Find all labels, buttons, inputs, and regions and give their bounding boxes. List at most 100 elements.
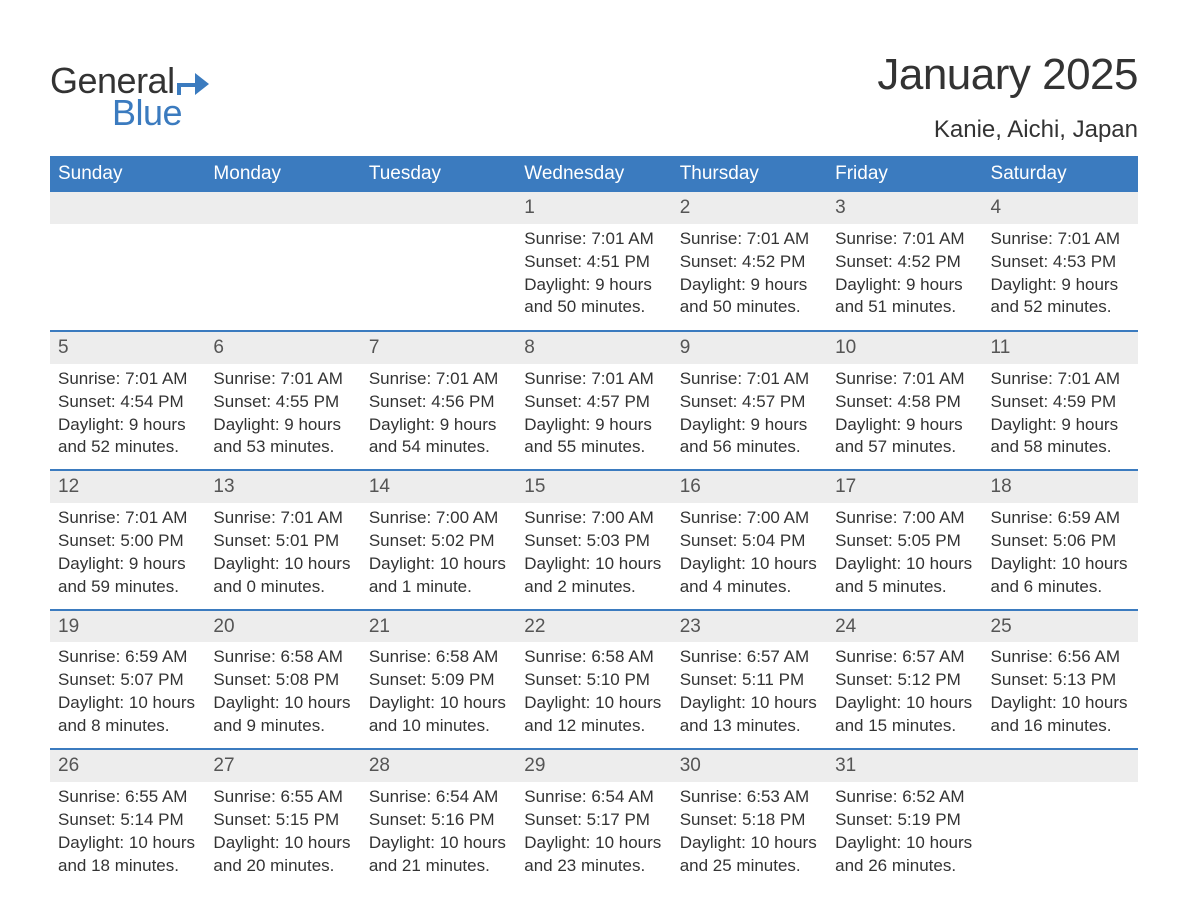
sunrise: Sunrise: 7:01 AM bbox=[835, 368, 974, 391]
calendar-cell: 12Sunrise: 7:01 AMSunset: 5:00 PMDayligh… bbox=[50, 471, 205, 608]
weekday-header: Friday bbox=[827, 156, 982, 192]
flag-icon bbox=[177, 73, 209, 95]
daylight-line2: and 25 minutes. bbox=[680, 855, 819, 878]
daylight-line2: and 54 minutes. bbox=[369, 436, 508, 459]
calendar-cell: 17Sunrise: 7:00 AMSunset: 5:05 PMDayligh… bbox=[827, 471, 982, 608]
sunset: Sunset: 5:07 PM bbox=[58, 669, 197, 692]
calendar-cell: 16Sunrise: 7:00 AMSunset: 5:04 PMDayligh… bbox=[672, 471, 827, 608]
logo-blue-text: Blue bbox=[112, 92, 209, 134]
daylight-line1: Daylight: 9 hours bbox=[524, 274, 663, 297]
day-number: 9 bbox=[672, 332, 827, 364]
day-number bbox=[50, 192, 205, 224]
daylight-line1: Daylight: 10 hours bbox=[991, 692, 1130, 715]
day-number: 15 bbox=[516, 471, 671, 503]
calendar-cell: 2Sunrise: 7:01 AMSunset: 4:52 PMDaylight… bbox=[672, 192, 827, 330]
sunrise: Sunrise: 7:00 AM bbox=[524, 507, 663, 530]
sunrise: Sunrise: 7:01 AM bbox=[835, 228, 974, 251]
day-number: 4 bbox=[983, 192, 1138, 224]
daylight-line2: and 1 minute. bbox=[369, 576, 508, 599]
daylight-line1: Daylight: 10 hours bbox=[213, 692, 352, 715]
day-number: 14 bbox=[361, 471, 516, 503]
day-number: 24 bbox=[827, 611, 982, 643]
daylight-line2: and 10 minutes. bbox=[369, 715, 508, 738]
daylight-line1: Daylight: 9 hours bbox=[835, 274, 974, 297]
calendar-week: 26Sunrise: 6:55 AMSunset: 5:14 PMDayligh… bbox=[50, 748, 1138, 887]
sunrise: Sunrise: 6:58 AM bbox=[369, 646, 508, 669]
sunrise: Sunrise: 6:52 AM bbox=[835, 786, 974, 809]
daylight-line2: and 57 minutes. bbox=[835, 436, 974, 459]
daylight-line2: and 50 minutes. bbox=[524, 296, 663, 319]
daylight-line1: Daylight: 9 hours bbox=[213, 414, 352, 437]
calendar-cell bbox=[205, 192, 360, 330]
daylight-line1: Daylight: 9 hours bbox=[58, 414, 197, 437]
day-number: 18 bbox=[983, 471, 1138, 503]
calendar-cell: 30Sunrise: 6:53 AMSunset: 5:18 PMDayligh… bbox=[672, 750, 827, 887]
sunrise: Sunrise: 7:00 AM bbox=[680, 507, 819, 530]
calendar-cell: 14Sunrise: 7:00 AMSunset: 5:02 PMDayligh… bbox=[361, 471, 516, 608]
calendar-cell: 6Sunrise: 7:01 AMSunset: 4:55 PMDaylight… bbox=[205, 332, 360, 469]
calendar-cell: 26Sunrise: 6:55 AMSunset: 5:14 PMDayligh… bbox=[50, 750, 205, 887]
daylight-line2: and 9 minutes. bbox=[213, 715, 352, 738]
calendar-cell: 25Sunrise: 6:56 AMSunset: 5:13 PMDayligh… bbox=[983, 611, 1138, 748]
sunset: Sunset: 4:56 PM bbox=[369, 391, 508, 414]
day-number: 17 bbox=[827, 471, 982, 503]
daylight-line2: and 2 minutes. bbox=[524, 576, 663, 599]
day-number: 2 bbox=[672, 192, 827, 224]
weekday-header: Wednesday bbox=[516, 156, 671, 192]
sunset: Sunset: 5:00 PM bbox=[58, 530, 197, 553]
day-number: 1 bbox=[516, 192, 671, 224]
sunrise: Sunrise: 6:54 AM bbox=[524, 786, 663, 809]
day-number: 20 bbox=[205, 611, 360, 643]
daylight-line1: Daylight: 10 hours bbox=[369, 692, 508, 715]
sunrise: Sunrise: 6:55 AM bbox=[58, 786, 197, 809]
calendar-cell: 24Sunrise: 6:57 AMSunset: 5:12 PMDayligh… bbox=[827, 611, 982, 748]
sunset: Sunset: 5:12 PM bbox=[835, 669, 974, 692]
sunset: Sunset: 4:55 PM bbox=[213, 391, 352, 414]
day-number: 16 bbox=[672, 471, 827, 503]
day-number: 27 bbox=[205, 750, 360, 782]
sunset: Sunset: 5:13 PM bbox=[991, 669, 1130, 692]
calendar-cell: 9Sunrise: 7:01 AMSunset: 4:57 PMDaylight… bbox=[672, 332, 827, 469]
calendar-cell: 19Sunrise: 6:59 AMSunset: 5:07 PMDayligh… bbox=[50, 611, 205, 748]
sunrise: Sunrise: 7:00 AM bbox=[835, 507, 974, 530]
daylight-line1: Daylight: 10 hours bbox=[835, 553, 974, 576]
day-number bbox=[205, 192, 360, 224]
day-number bbox=[361, 192, 516, 224]
daylight-line2: and 53 minutes. bbox=[213, 436, 352, 459]
sunset: Sunset: 4:59 PM bbox=[991, 391, 1130, 414]
daylight-line2: and 50 minutes. bbox=[680, 296, 819, 319]
sunrise: Sunrise: 6:55 AM bbox=[213, 786, 352, 809]
daylight-line1: Daylight: 10 hours bbox=[369, 832, 508, 855]
sunrise: Sunrise: 6:59 AM bbox=[991, 507, 1130, 530]
sunrise: Sunrise: 6:53 AM bbox=[680, 786, 819, 809]
sunrise: Sunrise: 7:00 AM bbox=[369, 507, 508, 530]
daylight-line1: Daylight: 10 hours bbox=[524, 692, 663, 715]
daylight-line1: Daylight: 10 hours bbox=[524, 832, 663, 855]
calendar-cell: 21Sunrise: 6:58 AMSunset: 5:09 PMDayligh… bbox=[361, 611, 516, 748]
daylight-line2: and 16 minutes. bbox=[991, 715, 1130, 738]
sunset: Sunset: 5:03 PM bbox=[524, 530, 663, 553]
sunrise: Sunrise: 7:01 AM bbox=[991, 368, 1130, 391]
sunset: Sunset: 5:16 PM bbox=[369, 809, 508, 832]
daylight-line1: Daylight: 10 hours bbox=[680, 692, 819, 715]
sunset: Sunset: 4:52 PM bbox=[680, 251, 819, 274]
sunrise: Sunrise: 6:59 AM bbox=[58, 646, 197, 669]
calendar-cell: 1Sunrise: 7:01 AMSunset: 4:51 PMDaylight… bbox=[516, 192, 671, 330]
daylight-line2: and 52 minutes. bbox=[58, 436, 197, 459]
sunset: Sunset: 4:58 PM bbox=[835, 391, 974, 414]
daylight-line2: and 6 minutes. bbox=[991, 576, 1130, 599]
sunrise: Sunrise: 6:57 AM bbox=[680, 646, 819, 669]
calendar-cell: 8Sunrise: 7:01 AMSunset: 4:57 PMDaylight… bbox=[516, 332, 671, 469]
sunset: Sunset: 5:19 PM bbox=[835, 809, 974, 832]
daylight-line2: and 55 minutes. bbox=[524, 436, 663, 459]
sunrise: Sunrise: 6:58 AM bbox=[524, 646, 663, 669]
calendar-cell: 28Sunrise: 6:54 AMSunset: 5:16 PMDayligh… bbox=[361, 750, 516, 887]
calendar-cell: 5Sunrise: 7:01 AMSunset: 4:54 PMDaylight… bbox=[50, 332, 205, 469]
sunset: Sunset: 5:04 PM bbox=[680, 530, 819, 553]
weekday-header: Thursday bbox=[672, 156, 827, 192]
sunset: Sunset: 5:18 PM bbox=[680, 809, 819, 832]
sunset: Sunset: 5:02 PM bbox=[369, 530, 508, 553]
daylight-line1: Daylight: 10 hours bbox=[680, 832, 819, 855]
day-number: 13 bbox=[205, 471, 360, 503]
day-number: 31 bbox=[827, 750, 982, 782]
